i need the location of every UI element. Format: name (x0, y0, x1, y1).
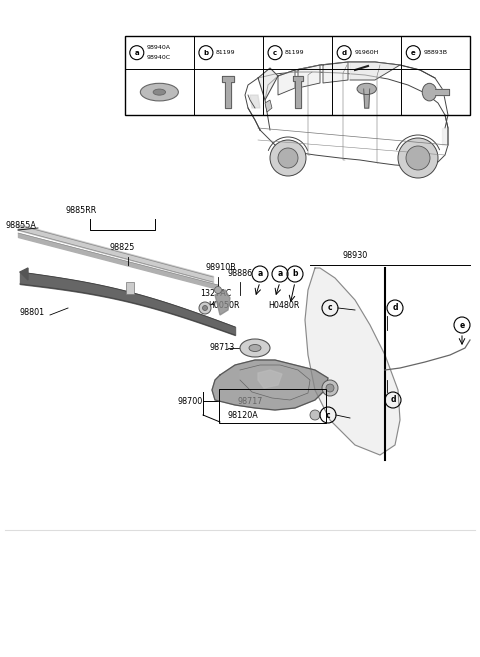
Polygon shape (20, 268, 28, 280)
Text: c: c (328, 304, 332, 313)
Text: 98717: 98717 (237, 397, 263, 405)
Polygon shape (265, 100, 272, 112)
Circle shape (398, 138, 438, 178)
Ellipse shape (140, 83, 179, 101)
Text: 98893B: 98893B (423, 50, 447, 55)
Text: a: a (134, 50, 139, 56)
Circle shape (215, 286, 221, 294)
Text: c: c (326, 411, 330, 420)
Text: d: d (392, 304, 398, 313)
Polygon shape (305, 268, 400, 455)
Polygon shape (323, 62, 348, 83)
Text: 9885RR: 9885RR (65, 206, 96, 215)
Ellipse shape (249, 344, 261, 351)
Circle shape (203, 306, 207, 311)
Polygon shape (293, 76, 302, 108)
Polygon shape (298, 65, 320, 88)
Polygon shape (212, 360, 328, 410)
Polygon shape (258, 68, 278, 100)
Polygon shape (435, 89, 449, 95)
Text: H0480R: H0480R (268, 301, 300, 310)
Polygon shape (215, 290, 230, 315)
Polygon shape (245, 72, 448, 166)
Circle shape (199, 302, 211, 314)
Circle shape (322, 380, 338, 396)
Text: d: d (390, 396, 396, 405)
Text: 98713: 98713 (210, 344, 235, 353)
Text: c: c (273, 50, 277, 56)
Text: 98700: 98700 (178, 397, 203, 405)
Text: 1327AC: 1327AC (200, 289, 231, 298)
Polygon shape (364, 89, 370, 108)
Text: 98940C: 98940C (147, 55, 171, 60)
Text: d: d (342, 50, 347, 56)
Text: 91960H: 91960H (354, 50, 379, 55)
Text: a: a (257, 269, 263, 279)
Circle shape (270, 140, 306, 176)
Text: 98825: 98825 (110, 243, 135, 252)
Circle shape (310, 410, 320, 420)
Polygon shape (442, 128, 448, 145)
Text: 98930: 98930 (342, 251, 368, 260)
Text: e: e (411, 50, 416, 56)
Polygon shape (223, 76, 235, 108)
Text: 98855A: 98855A (5, 221, 36, 230)
Text: 98910B: 98910B (205, 263, 236, 272)
Text: b: b (204, 50, 208, 56)
Polygon shape (250, 95, 260, 108)
Text: b: b (292, 269, 298, 279)
Polygon shape (126, 282, 134, 294)
Text: 98940A: 98940A (147, 45, 171, 50)
Polygon shape (278, 70, 295, 95)
Text: e: e (459, 321, 465, 330)
Text: 81199: 81199 (285, 50, 305, 55)
Text: a: a (277, 269, 283, 279)
Circle shape (326, 384, 334, 392)
Polygon shape (240, 365, 310, 400)
Polygon shape (258, 370, 282, 388)
Text: 98120A: 98120A (227, 411, 258, 420)
Ellipse shape (422, 83, 437, 101)
Text: 81199: 81199 (216, 50, 236, 55)
Ellipse shape (240, 339, 270, 357)
Ellipse shape (153, 89, 166, 95)
Text: 98886: 98886 (228, 269, 253, 278)
Circle shape (406, 146, 430, 170)
Circle shape (278, 148, 298, 168)
Polygon shape (350, 62, 400, 80)
Text: H0050R: H0050R (208, 301, 240, 310)
Ellipse shape (357, 83, 376, 95)
Text: 98801: 98801 (20, 308, 45, 317)
